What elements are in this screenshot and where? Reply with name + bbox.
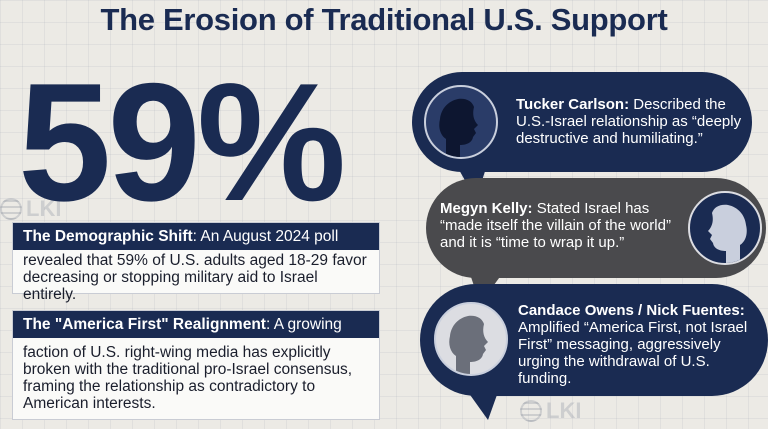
watermark: LKI — [0, 196, 61, 222]
box-heading-lead: : A growing — [265, 316, 342, 333]
quote-body: Described the U.S.-Israel relationship a… — [516, 96, 742, 147]
quote-bubble-megyn-kelly: Megyn Kelly: Stated Israel has “made its… — [426, 178, 766, 308]
demographic-shift-box: The Demographic Shift: An August 2024 po… — [12, 222, 380, 303]
quote-body: Stated Israel has “made itself the villa… — [440, 200, 671, 251]
watermark-label: LKI — [546, 398, 582, 423]
quote-bubble-tucker-carlson: Tucker Carlson: Described the U.S.-Israe… — [412, 72, 752, 202]
box-body: faction of U.S. right-wing media has exp… — [23, 344, 353, 412]
watermark: LKI — [520, 398, 581, 424]
quote-speaker: Megyn Kelly — [440, 200, 528, 217]
watermark-label: LKI — [26, 196, 62, 221]
quote-text: Tucker Carlson: Described the U.S.-Israe… — [516, 96, 742, 147]
quote-bubble-candace-owens-nick-fuentes: Candace Owens / Nick Fuentes: Amplified … — [420, 284, 768, 424]
america-first-box: The "America First" Realignment: A growi… — [12, 310, 380, 420]
box-heading-lead: : An August 2024 poll — [192, 228, 339, 245]
profile-silhouette-icon — [434, 302, 508, 376]
box-heading: The "America First" Realignment: A growi… — [13, 311, 379, 338]
quote-speaker: Tucker Carlson — [516, 96, 625, 113]
page-title: The Erosion of Traditional U.S. Support — [100, 2, 668, 37]
quote-body: Amplified “America First, not Israel Fir… — [518, 319, 748, 387]
globe-icon — [0, 198, 22, 220]
globe-icon — [520, 400, 542, 422]
box-body: revealed that 59% of U.S. adults aged 18… — [23, 252, 367, 303]
box-heading-title: The "America First" Realignment — [23, 316, 266, 333]
profile-silhouette-icon — [424, 85, 498, 159]
box-heading: The Demographic Shift: An August 2024 po… — [13, 223, 379, 250]
headline-stat: 59% — [18, 48, 346, 236]
quote-text: Candace Owens / Nick Fuentes: Amplified … — [518, 302, 748, 387]
quote-speaker: Candace Owens / Nick Fuentes — [518, 302, 740, 319]
quote-text: Megyn Kelly: Stated Israel has “made its… — [440, 200, 671, 251]
box-heading-title: The Demographic Shift — [23, 228, 193, 245]
profile-silhouette-icon — [688, 191, 762, 265]
